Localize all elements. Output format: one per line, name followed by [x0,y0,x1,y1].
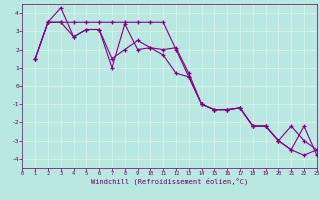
X-axis label: Windchill (Refroidissement éolien,°C): Windchill (Refroidissement éolien,°C) [91,178,248,185]
